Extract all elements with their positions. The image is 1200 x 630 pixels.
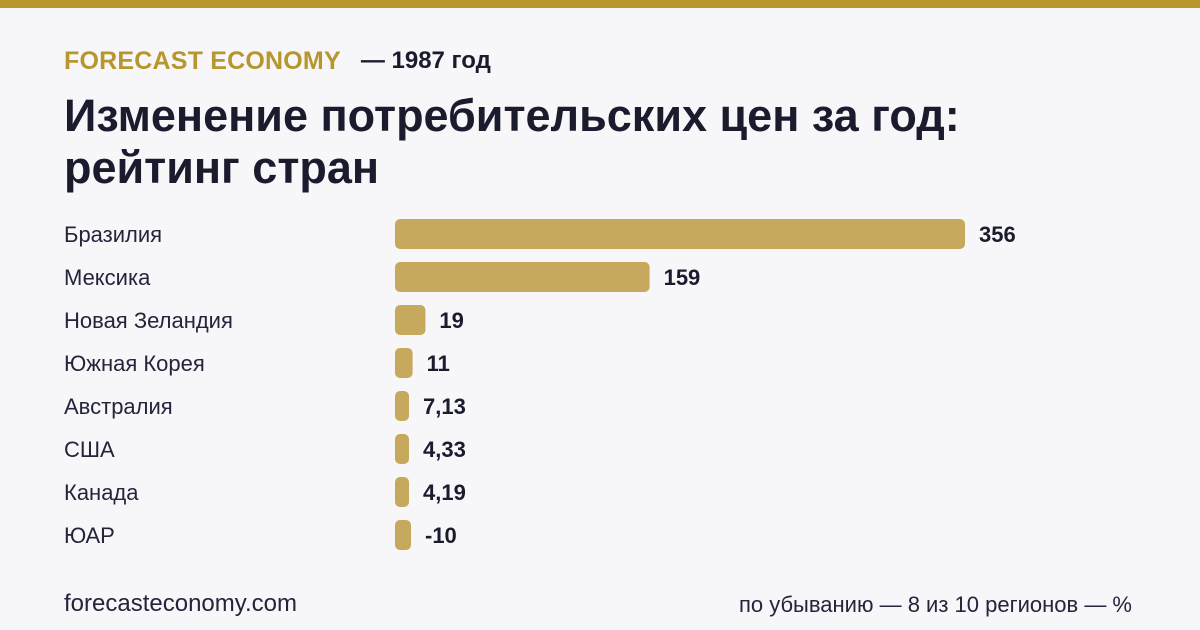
value-label: 19 bbox=[439, 308, 463, 333]
value-label: -10 bbox=[425, 523, 457, 548]
category-label: США bbox=[64, 437, 115, 462]
bar bbox=[395, 520, 412, 550]
bar bbox=[395, 262, 650, 292]
bar bbox=[395, 477, 409, 507]
bar bbox=[395, 305, 426, 335]
footer-site: forecasteconomy.com bbox=[64, 590, 297, 617]
value-label: 4,33 bbox=[423, 437, 466, 462]
value-label: 7,13 bbox=[423, 394, 466, 419]
bar bbox=[395, 348, 413, 378]
category-label: Южная Корея bbox=[64, 351, 205, 376]
value-label: 356 bbox=[979, 222, 1016, 247]
bar bbox=[395, 219, 965, 249]
category-label: Новая Зеландия bbox=[64, 308, 233, 333]
category-label: ЮАР bbox=[64, 523, 115, 548]
value-label: 4,19 bbox=[423, 480, 466, 505]
header: FORECAST ECONOMY — 1987 год bbox=[64, 44, 491, 78]
category-label: Мексика bbox=[64, 265, 151, 290]
bar bbox=[395, 391, 409, 421]
brand-name: FORECAST ECONOMY bbox=[64, 46, 341, 75]
value-label: 11 bbox=[427, 351, 450, 376]
chart-title: Изменение потребительских цен за год: ре… bbox=[64, 90, 960, 193]
footer-note: по убыванию — 8 из 10 регионов — % bbox=[738, 592, 1132, 617]
value-label: 159 bbox=[664, 265, 701, 290]
category-label: Бразилия bbox=[64, 222, 162, 247]
category-label: Австралия bbox=[64, 394, 173, 419]
bar bbox=[395, 434, 409, 464]
category-label: Канада bbox=[64, 480, 139, 505]
year-label: — 1987 год bbox=[360, 47, 491, 74]
top-accent-bar bbox=[0, 0, 1200, 8]
